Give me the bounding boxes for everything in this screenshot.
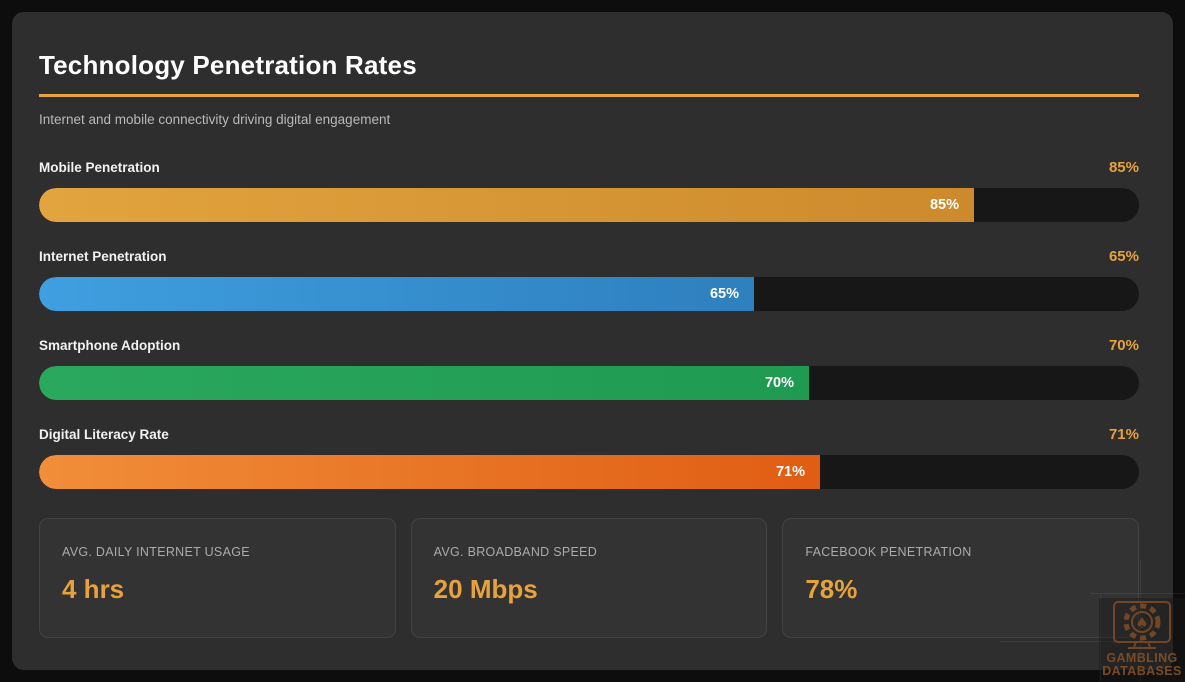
metric-row-smartphone-adoption: Smartphone Adoption 70% 70% xyxy=(39,337,1139,400)
bar-inline-value: 70% xyxy=(764,375,794,391)
metric-label: Digital Literacy Rate xyxy=(39,427,169,442)
stat-value: 78% xyxy=(805,574,858,604)
stat-label: FACEBOOK PENETRATION xyxy=(805,545,972,559)
stat-cards: AVG. DAILY INTERNET USAGE 4 hrs AVG. BRO… xyxy=(39,518,1140,638)
title-underline xyxy=(39,94,1139,97)
bar-inline-value: 71% xyxy=(775,464,805,480)
metric-row-mobile-penetration: Mobile Penetration 85% 85% xyxy=(39,159,1139,222)
stat-card-broadband-speed: AVG. BROADBAND SPEED 20 Mbps xyxy=(410,518,768,638)
stat-card-facebook-penetration: FACEBOOK PENETRATION 78% xyxy=(782,518,1140,638)
stat-card-daily-internet-usage: AVG. DAILY INTERNET USAGE 4 hrs xyxy=(39,518,396,638)
bar-inline-value: 85% xyxy=(929,197,959,213)
metric-label: Smartphone Adoption xyxy=(39,338,181,353)
metric-percent-label: 70% xyxy=(1108,337,1139,354)
metric-row-digital-literacy: Digital Literacy Rate 71% 71% xyxy=(39,426,1139,489)
stat-label: AVG. BROADBAND SPEED xyxy=(433,545,598,559)
stat-value: 4 hrs xyxy=(62,574,125,604)
metric-head: Mobile Penetration 85% xyxy=(39,159,1139,177)
metric-head: Internet Penetration 65% xyxy=(39,248,1139,266)
metric-head: Digital Literacy Rate 71% xyxy=(39,426,1139,444)
panel: Technology Penetration Rates Internet an… xyxy=(12,12,1173,670)
bar-fill-internet: 65% xyxy=(39,277,754,311)
metric-label: Mobile Penetration xyxy=(39,160,160,175)
bar-track: 65% xyxy=(39,277,1139,311)
bar-fill-digital-literacy: 71% xyxy=(39,455,820,489)
bar-inline-value: 65% xyxy=(709,286,739,302)
bar-fill-smartphone: 70% xyxy=(39,366,809,400)
metric-label: Internet Penetration xyxy=(39,249,167,264)
metric-percent-label: 65% xyxy=(1108,248,1139,265)
metric-percent-label: 71% xyxy=(1108,426,1139,443)
metric-percent-label: 85% xyxy=(1108,159,1139,176)
bar-track: 85% xyxy=(39,188,1139,222)
bar-fill-mobile: 85% xyxy=(39,188,974,222)
bar-track: 71% xyxy=(39,455,1139,489)
metric-head: Smartphone Adoption 70% xyxy=(39,337,1139,355)
stat-value: 20 Mbps xyxy=(433,574,538,604)
bar-track: 70% xyxy=(39,366,1139,400)
metric-row-internet-penetration: Internet Penetration 65% 65% xyxy=(39,248,1139,311)
page-subtitle: Internet and mobile connectivity driving… xyxy=(39,112,391,127)
stat-label: AVG. DAILY INTERNET USAGE xyxy=(62,545,250,559)
page-title: Technology Penetration Rates xyxy=(39,50,417,80)
